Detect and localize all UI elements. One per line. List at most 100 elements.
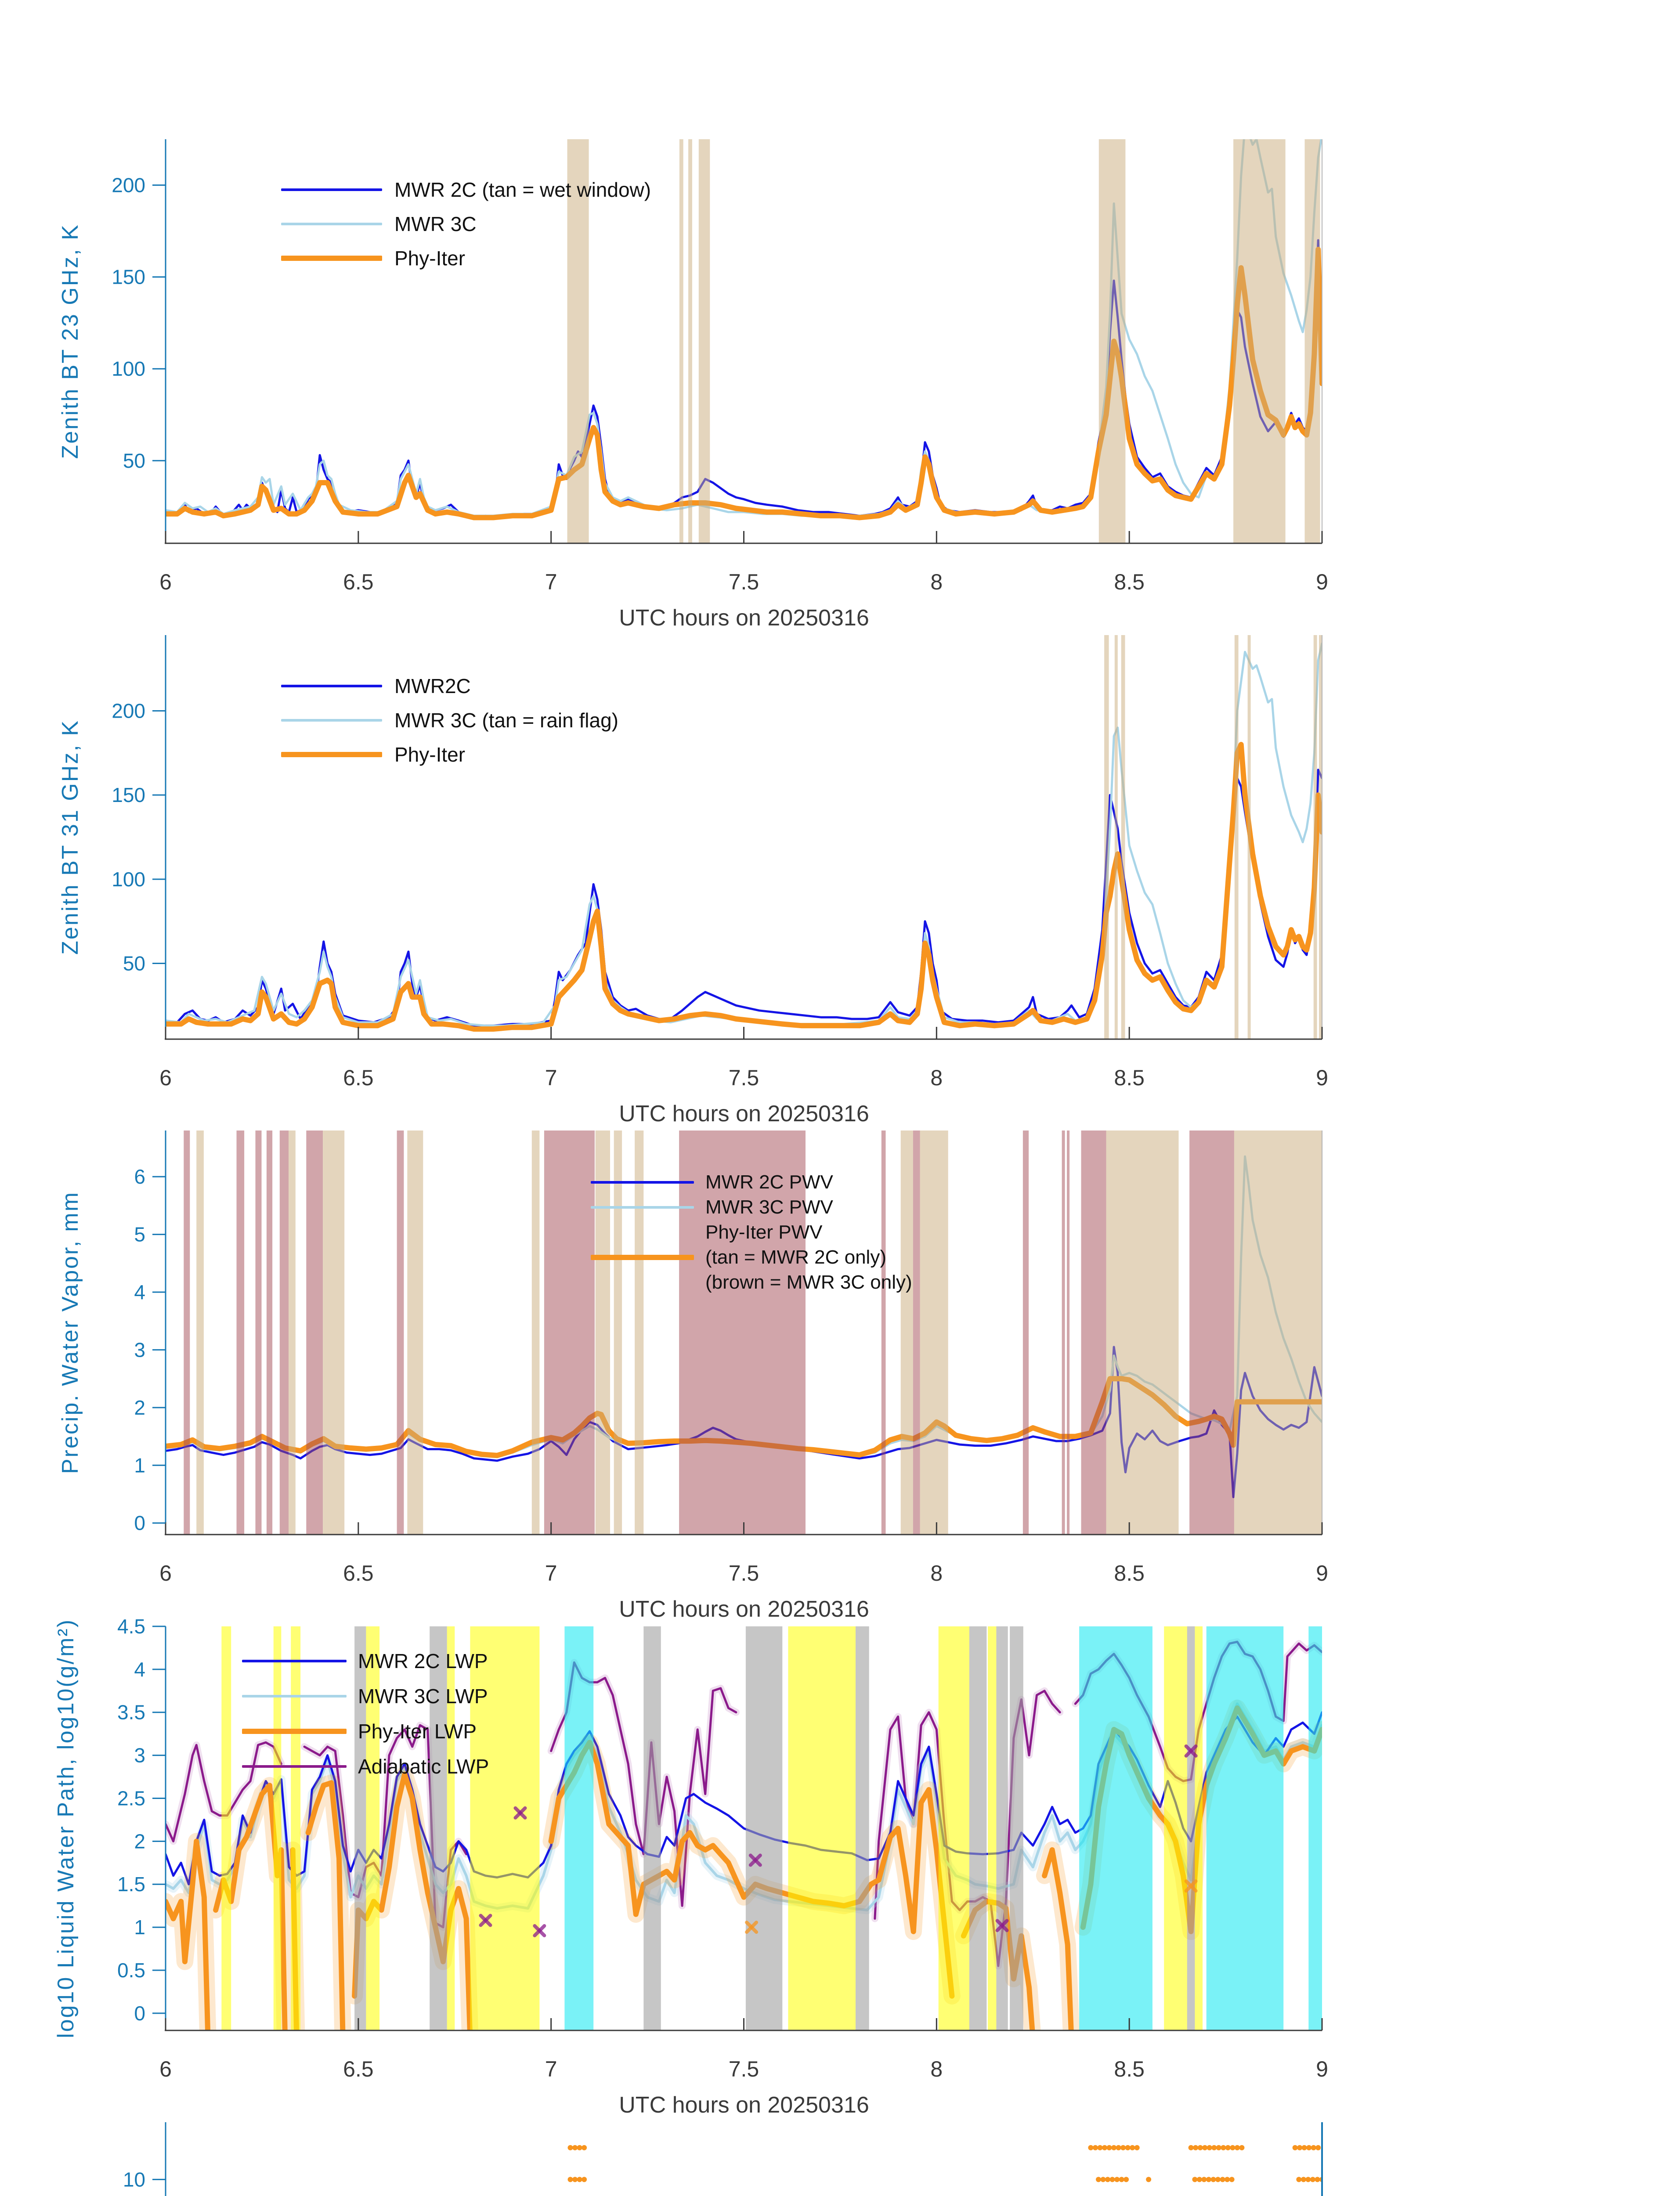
legend-swatch — [591, 1206, 694, 1209]
x-axis-title-2: UTC hours on 20250316 — [619, 1101, 869, 1127]
svg-text:0: 0 — [134, 1512, 145, 1535]
legend-label: (tan = MWR 2C only) — [705, 1246, 886, 1268]
legend-item: MWR 3C (tan = rain flag) — [281, 703, 618, 737]
svg-text:7: 7 — [545, 2057, 557, 2081]
svg-text:6.5: 6.5 — [343, 1065, 374, 1090]
legend-label: MWR 2C LWP — [358, 1650, 488, 1672]
legend-label: MWR 3C LWP — [358, 1685, 488, 1708]
legend-item: MWR2C — [281, 669, 618, 703]
legend-swatch — [242, 1660, 347, 1662]
svg-text:8.5: 8.5 — [1114, 2057, 1145, 2081]
svg-text:4: 4 — [134, 1658, 145, 1681]
svg-text:3: 3 — [134, 1338, 145, 1361]
legend-item: (tan = MWR 2C only) — [591, 1245, 912, 1270]
legend-item: (brown = MWR 3C only) — [591, 1270, 912, 1295]
svg-text:6.5: 6.5 — [343, 2057, 374, 2081]
svg-text:9: 9 — [1316, 2057, 1328, 2081]
legend-label: MWR 2C PWV — [705, 1171, 833, 1193]
svg-text:2: 2 — [134, 1830, 145, 1853]
svg-text:7: 7 — [545, 570, 557, 594]
legend-label: MWR2C — [394, 675, 471, 697]
legend-label: Phy-Iter PWV — [705, 1221, 823, 1243]
legend-item: MWR 3C — [281, 207, 651, 241]
svg-text:6: 6 — [159, 1561, 172, 1586]
svg-text:9: 9 — [1316, 1561, 1328, 1586]
svg-text:2: 2 — [134, 1396, 145, 1419]
legend-item: Phy-Iter — [281, 737, 618, 772]
svg-text:8: 8 — [930, 2057, 943, 2081]
svg-text:3: 3 — [134, 1744, 145, 1767]
svg-text:8: 8 — [930, 1561, 943, 1586]
svg-text:6.5: 6.5 — [343, 570, 374, 594]
svg-text:4.5: 4.5 — [117, 1615, 145, 1638]
legend-swatch — [281, 685, 382, 687]
legend-item: Adiabatic LWP — [242, 1749, 489, 1784]
legend-swatch — [242, 1765, 347, 1768]
svg-text:0: 0 — [134, 2002, 145, 2025]
x-axis-title-3: UTC hours on 20250316 — [619, 1596, 869, 1622]
svg-text:1.5: 1.5 — [117, 1873, 145, 1896]
svg-text:9: 9 — [1316, 1065, 1328, 1090]
svg-text:150: 150 — [112, 784, 145, 806]
svg-text:8: 8 — [930, 570, 943, 594]
svg-text:5: 5 — [134, 1223, 145, 1246]
svg-text:7.5: 7.5 — [729, 570, 759, 594]
legend-swatch — [242, 1695, 347, 1698]
legend-swatch — [281, 223, 382, 225]
svg-text:7.5: 7.5 — [729, 1561, 759, 1586]
legend-item: MWR 2C (tan = wet window) — [281, 173, 651, 207]
legend-label: Phy-Iter LWP — [358, 1720, 477, 1743]
svg-text:3.5: 3.5 — [117, 1701, 145, 1724]
legend-swatch — [281, 752, 382, 757]
legend-swatch — [591, 1254, 694, 1260]
legend-label: MWR 3C PWV — [705, 1196, 833, 1218]
svg-text:8.5: 8.5 — [1114, 1561, 1145, 1586]
legend-item: Phy-Iter PWV — [591, 1220, 912, 1245]
legend-swatch — [281, 188, 382, 191]
y-axis-label-bt23: Zenith BT 23 GHz, K — [58, 224, 83, 459]
legend-lwp: MWR 2C LWP MWR 3C LWP Phy-Iter LWP Adiab… — [242, 1643, 489, 1784]
legend-item: Phy-Iter — [281, 241, 651, 275]
legend-pwv: MWR 2C PWV MWR 3C PWV Phy-Iter PWV (tan … — [591, 1170, 912, 1295]
svg-text:7.5: 7.5 — [729, 1065, 759, 1090]
svg-text:4: 4 — [134, 1281, 145, 1304]
legend-label: MWR 2C (tan = wet window) — [394, 178, 651, 201]
svg-text:6: 6 — [134, 1165, 145, 1188]
legend-item: MWR 3C LWP — [242, 1679, 489, 1714]
legend-label: Phy-Iter — [394, 743, 466, 766]
svg-text:200: 200 — [112, 174, 145, 197]
legend-swatch — [591, 1181, 694, 1184]
legend-swatch — [281, 256, 382, 261]
legend-bt23: MWR 2C (tan = wet window) MWR 3C Phy-Ite… — [281, 173, 651, 275]
svg-text:6: 6 — [159, 1065, 172, 1090]
x-axis-title-1: UTC hours on 20250316 — [619, 605, 869, 631]
svg-text:7: 7 — [545, 1561, 557, 1586]
svg-text:8.5: 8.5 — [1114, 570, 1145, 594]
x-axis-title-4: UTC hours on 20250316 — [619, 2092, 869, 2118]
legend-swatch — [242, 1729, 347, 1734]
legend-label: MWR 3C (tan = rain flag) — [394, 709, 618, 732]
legend-bt31: MWR2C MWR 3C (tan = rain flag) Phy-Iter — [281, 669, 618, 772]
svg-text:6.5: 6.5 — [343, 1561, 374, 1586]
svg-text:150: 150 — [112, 266, 145, 289]
svg-text:7.5: 7.5 — [729, 2057, 759, 2081]
legend-label: (brown = MWR 3C only) — [705, 1271, 912, 1293]
svg-text:8: 8 — [930, 1065, 943, 1090]
svg-text:50: 50 — [123, 449, 145, 472]
svg-text:10: 10 — [123, 2168, 145, 2191]
svg-text:1: 1 — [134, 1916, 145, 1939]
legend-label: Adiabatic LWP — [358, 1755, 489, 1778]
svg-text:9: 9 — [1316, 570, 1328, 594]
legend-item: Phy-Iter LWP — [242, 1714, 489, 1749]
svg-text:100: 100 — [112, 868, 145, 891]
legend-swatch — [281, 719, 382, 722]
svg-text:50: 50 — [123, 952, 145, 975]
y-axis-label-pwv: Precip. Water Vapor, mm — [58, 1191, 83, 1474]
svg-text:0.5: 0.5 — [117, 1959, 145, 1982]
y-axis-label-dqflag: MWR Phy Iter DQ Flag — [57, 2194, 83, 2196]
legend-item: MWR 2C LWP — [242, 1643, 489, 1679]
svg-text:1: 1 — [134, 1454, 145, 1477]
svg-text:100: 100 — [112, 358, 145, 380]
